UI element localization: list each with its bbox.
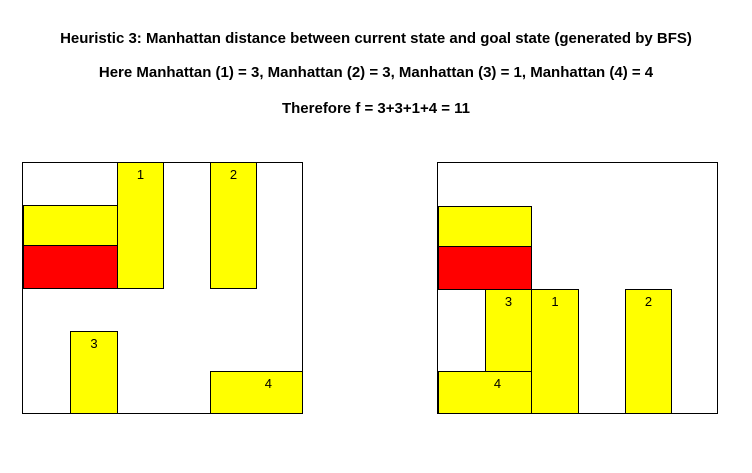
block-1-label: 1 <box>551 294 559 309</box>
current-block-3: 3 <box>70 331 118 414</box>
block-3-label: 3 <box>504 294 513 309</box>
block-4-label: 4 <box>493 376 502 391</box>
goal-red-target-block <box>438 246 532 290</box>
total-f-value: Therefore f = 3+3+1+4 = 11 <box>281 100 471 117</box>
current-block-2: 2 <box>210 162 257 289</box>
block-1-label: 1 <box>136 167 145 182</box>
goal-block-2: 2 <box>625 289 672 414</box>
current-block-1: 1 <box>117 162 164 289</box>
goal-block-3: 3 <box>485 289 532 373</box>
current-block-4: 4 <box>210 371 303 414</box>
current-state-board: 1 2 3 4 <box>22 162 303 414</box>
goal-block-1: 1 <box>531 289 579 414</box>
goal-block-4: 4 <box>438 371 532 414</box>
goal-state-board: 3 1 2 4 <box>437 162 718 414</box>
block-3-label: 3 <box>90 336 98 351</box>
current-horizontal-yellow-block <box>23 205 118 247</box>
block-4-label: 4 <box>264 376 272 391</box>
heuristic-title: Heuristic 3: Manhattan distance between … <box>60 30 692 47</box>
current-red-target-block <box>23 245 118 289</box>
block-2-label: 2 <box>644 294 653 309</box>
goal-horizontal-yellow-block <box>438 206 532 248</box>
manhattan-values: Here Manhattan (1) = 3, Manhattan (2) = … <box>98 64 654 81</box>
block-2-label: 2 <box>229 167 238 182</box>
